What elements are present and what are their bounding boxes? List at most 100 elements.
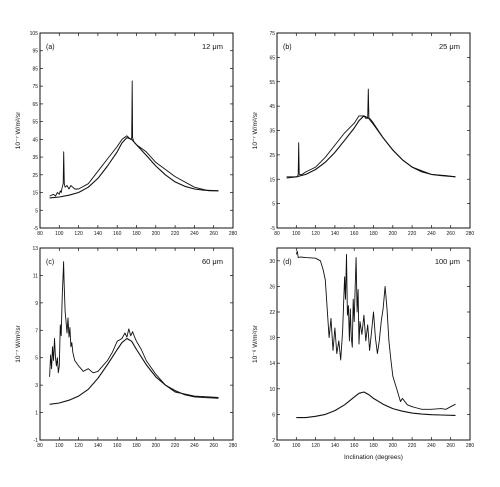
y-tick-label: 2	[272, 438, 275, 444]
panel-label: (a)	[46, 44, 55, 51]
y-tick-label: -5	[34, 226, 39, 232]
x-tick-label: 100	[55, 443, 64, 449]
panel-b: 80 100 120 140 160 180 200 220 240 260 280 -5 5 15 25 3…	[252, 31, 474, 237]
x-tick-label: 120	[74, 231, 83, 237]
x-tick-label: 80	[37, 231, 43, 237]
y-tick-label: 30	[269, 259, 275, 265]
y-tick-label: 75	[32, 84, 38, 90]
x-tick-label: 260	[447, 231, 456, 237]
y-tick-label: 15	[269, 177, 275, 183]
y-tick-label: 1	[35, 411, 38, 417]
x-tick-label: 140	[331, 443, 340, 449]
y-tick-label: 85	[32, 66, 38, 72]
x-tick-label: 240	[427, 231, 436, 237]
x-tick-label: 120	[311, 231, 320, 237]
y-tick-label: 7	[35, 328, 38, 334]
y-tick-label: 10	[269, 387, 275, 393]
x-tick-label: 140	[331, 231, 340, 237]
x-tick-label: 180	[369, 231, 378, 237]
panel-a: 80 100 120 140 160 180 200 220 240 260 280 -5 5 15 25 3…	[15, 31, 237, 237]
x-tick-label: 260	[210, 231, 219, 237]
x-tick-label: 200	[152, 231, 161, 237]
y-tick-label: 26	[269, 284, 275, 290]
panel-label: (d)	[283, 259, 292, 266]
band-label: 25 μm	[439, 42, 460, 51]
series-line-model	[296, 391, 456, 419]
y-tick-label: 5	[35, 208, 38, 214]
x-tick-label: 200	[152, 443, 161, 449]
x-tick-label: 160	[350, 231, 359, 237]
y-tick-label: 5	[272, 202, 275, 208]
panel-d: 80 100 120 140 160 180 200 220 240 260 28026101418…	[252, 247, 474, 461]
x-tick-label: 260	[447, 443, 456, 449]
x-tick-label: 160	[113, 231, 122, 237]
x-tick-label: 120	[311, 443, 320, 449]
x-tick-label: 220	[171, 443, 180, 449]
y-tick-label: 55	[32, 120, 38, 126]
y-tick-label: 6	[272, 412, 275, 418]
series-line-model	[49, 337, 219, 405]
y-tick-label: 9	[35, 301, 38, 307]
series-line-observed	[286, 88, 456, 178]
x-tick-label: 160	[350, 443, 359, 449]
y-tick-label: 5	[35, 356, 38, 362]
x-tick-label: 180	[132, 231, 141, 237]
x-tick-label: 200	[389, 443, 398, 449]
band-label: 60 μm	[202, 257, 223, 266]
x-axis-label: Inclination (degrees)	[344, 454, 403, 461]
x-tick-label: 160	[113, 443, 122, 449]
y-axis-label: 10⁻⁷ W/m²/sr	[15, 324, 22, 362]
y-tick-label: 18	[269, 336, 275, 342]
y-axis-label: 10⁻⁷ W/m²/sr	[15, 111, 22, 149]
y-tick-label: 13	[32, 246, 38, 252]
x-tick-label: 80	[274, 231, 280, 237]
x-tick-label: 100	[292, 231, 301, 237]
y-tick-label: 15	[32, 191, 38, 197]
x-tick-label: 140	[94, 443, 103, 449]
y-tick-label: 55	[269, 80, 275, 86]
y-tick-label: 14	[269, 361, 275, 367]
x-tick-label: 240	[427, 443, 436, 449]
y-tick-label: 65	[269, 55, 275, 61]
y-tick-label: 25	[32, 173, 38, 179]
band-label: 100 μm	[435, 257, 460, 266]
x-tick-label: 220	[171, 231, 180, 237]
y-tick-label: 3	[35, 383, 38, 389]
x-tick-label: 120	[74, 443, 83, 449]
series-line-observed	[49, 80, 219, 197]
plot-frame	[276, 247, 471, 441]
plot-frame	[39, 32, 234, 229]
plot-frame	[276, 32, 471, 229]
x-tick-label: 240	[190, 443, 199, 449]
panel-label: (b)	[283, 44, 292, 51]
y-axis-label: 10⁻⁸ W/m²/sr	[252, 324, 259, 363]
plot-frame	[39, 247, 234, 441]
x-tick-label: 280	[466, 231, 475, 237]
panel-c: 80 100 120 140 160 180 200 220 240 260 280-1135791…	[15, 246, 237, 449]
x-tick-label: 100	[55, 231, 64, 237]
x-tick-label: 220	[408, 443, 417, 449]
x-tick-label: 280	[229, 443, 238, 449]
x-tick-label: 220	[408, 231, 417, 237]
x-tick-label: 180	[132, 443, 141, 449]
y-tick-label: 35	[269, 129, 275, 135]
x-tick-label: 80	[37, 443, 43, 449]
x-tick-label: 240	[190, 231, 199, 237]
series-line-observed	[295, 250, 456, 410]
series-line-observed	[49, 261, 219, 398]
band-label: 12 μm	[202, 42, 223, 51]
series-line-model	[286, 115, 456, 179]
y-tick-label: 65	[32, 102, 38, 108]
y-tick-label: 95	[32, 49, 38, 55]
y-axis-label: 10⁻⁷ W/m²/sr	[252, 111, 259, 149]
y-tick-label: 11	[33, 273, 38, 279]
y-tick-label: 105	[30, 31, 39, 37]
y-tick-label: -1	[34, 438, 39, 444]
y-tick-label: 22	[269, 310, 275, 316]
y-tick-label: 25	[269, 153, 275, 159]
series-line-model	[49, 137, 219, 199]
x-tick-label: 80	[274, 443, 280, 449]
x-tick-label: 180	[369, 443, 378, 449]
x-tick-label: 260	[210, 443, 219, 449]
